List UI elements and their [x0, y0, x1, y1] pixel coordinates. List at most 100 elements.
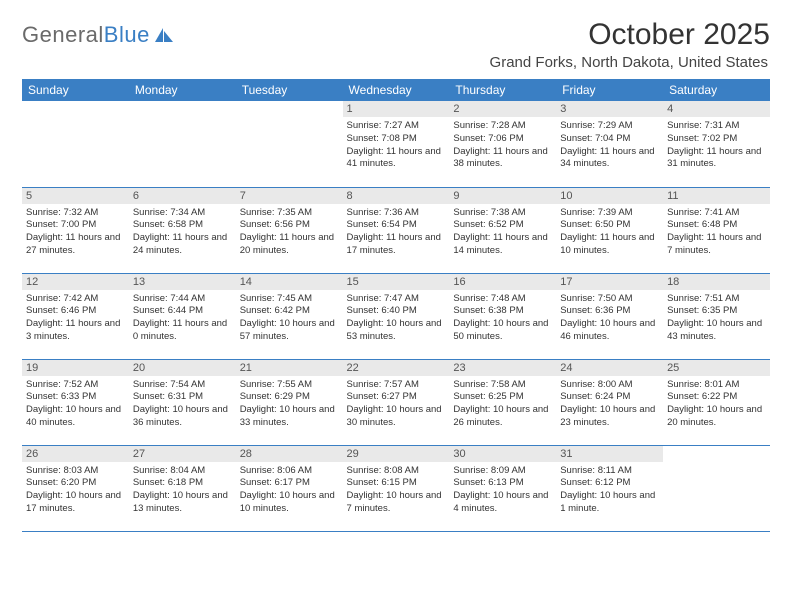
day-number: 18 [663, 274, 770, 290]
day-number: 27 [129, 446, 236, 462]
day-number: 10 [556, 188, 663, 204]
calendar-cell [129, 101, 236, 187]
calendar-cell: 10 Sunrise: 7:39 AMSunset: 6:50 PMDayligh… [556, 187, 663, 273]
day-number: 7 [236, 188, 343, 204]
logo-text-gray: General [22, 22, 104, 48]
day-number: 31 [556, 446, 663, 462]
day-details: Sunrise: 7:29 AMSunset: 7:04 PMDaylight:… [560, 120, 659, 171]
day-number: 15 [343, 274, 450, 290]
calendar-cell: 25 Sunrise: 8:01 AMSunset: 6:22 PMDayligh… [663, 359, 770, 445]
day-details: Sunrise: 7:32 AMSunset: 7:00 PMDaylight:… [26, 207, 125, 258]
day-details: Sunrise: 7:42 AMSunset: 6:46 PMDaylight:… [26, 293, 125, 344]
day-number: 9 [449, 188, 556, 204]
day-header: Thursday [449, 79, 556, 101]
calendar-cell: 26 Sunrise: 8:03 AMSunset: 6:20 PMDayligh… [22, 445, 129, 531]
calendar-body: 1 Sunrise: 7:27 AMSunset: 7:08 PMDaylight… [22, 101, 770, 531]
day-details: Sunrise: 7:54 AMSunset: 6:31 PMDaylight:… [133, 379, 232, 430]
day-details: Sunrise: 7:57 AMSunset: 6:27 PMDaylight:… [347, 379, 446, 430]
calendar-cell: 17 Sunrise: 7:50 AMSunset: 6:36 PMDayligh… [556, 273, 663, 359]
calendar-cell: 21Sunrise: 7:55 AMSunset: 6:29 PMDayligh… [236, 359, 343, 445]
day-number: 22 [343, 360, 450, 376]
day-details: Sunrise: 8:01 AMSunset: 6:22 PMDaylight:… [667, 379, 766, 430]
day-header: Saturday [663, 79, 770, 101]
calendar-cell: 4 Sunrise: 7:31 AMSunset: 7:02 PMDaylight… [663, 101, 770, 187]
calendar-cell: 18 Sunrise: 7:51 AMSunset: 6:35 PMDayligh… [663, 273, 770, 359]
calendar-cell: 30Sunrise: 8:09 AMSunset: 6:13 PMDayligh… [449, 445, 556, 531]
calendar-cell: 16Sunrise: 7:48 AMSunset: 6:38 PMDayligh… [449, 273, 556, 359]
day-details: Sunrise: 8:11 AMSunset: 6:12 PMDaylight:… [560, 465, 659, 516]
calendar-cell: 9Sunrise: 7:38 AMSunset: 6:52 PMDaylight… [449, 187, 556, 273]
day-details: Sunrise: 7:34 AMSunset: 6:58 PMDaylight:… [133, 207, 232, 258]
day-number: 4 [663, 101, 770, 117]
day-details: Sunrise: 7:41 AMSunset: 6:48 PMDaylight:… [667, 207, 766, 258]
day-number: 14 [236, 274, 343, 290]
calendar-cell [22, 101, 129, 187]
calendar-cell: 1 Sunrise: 7:27 AMSunset: 7:08 PMDaylight… [343, 101, 450, 187]
day-number: 5 [22, 188, 129, 204]
logo: GeneralBlue [22, 22, 175, 48]
day-details: Sunrise: 7:47 AMSunset: 6:40 PMDaylight:… [347, 293, 446, 344]
day-header: Sunday [22, 79, 129, 101]
day-number: 25 [663, 360, 770, 376]
calendar-cell [236, 101, 343, 187]
calendar-cell: 28Sunrise: 8:06 AMSunset: 6:17 PMDayligh… [236, 445, 343, 531]
day-details: Sunrise: 7:28 AMSunset: 7:06 PMDaylight:… [453, 120, 552, 171]
day-header: Friday [556, 79, 663, 101]
calendar-cell: 15 Sunrise: 7:47 AMSunset: 6:40 PMDayligh… [343, 273, 450, 359]
calendar-cell: 13Sunrise: 7:44 AMSunset: 6:44 PMDayligh… [129, 273, 236, 359]
day-details: Sunrise: 8:03 AMSunset: 6:20 PMDaylight:… [26, 465, 125, 516]
day-number: 23 [449, 360, 556, 376]
day-details: Sunrise: 8:09 AMSunset: 6:13 PMDaylight:… [453, 465, 552, 516]
day-header: Tuesday [236, 79, 343, 101]
calendar-week-row: 1 Sunrise: 7:27 AMSunset: 7:08 PMDaylight… [22, 101, 770, 187]
logo-sail-icon [153, 26, 175, 44]
day-details: Sunrise: 7:27 AMSunset: 7:08 PMDaylight:… [347, 120, 446, 171]
calendar-table: Sunday Monday Tuesday Wednesday Thursday… [22, 79, 770, 532]
day-number: 24 [556, 360, 663, 376]
day-number: 8 [343, 188, 450, 204]
calendar-week-row: 19Sunrise: 7:52 AMSunset: 6:33 PMDayligh… [22, 359, 770, 445]
day-number: 26 [22, 446, 129, 462]
day-details: Sunrise: 7:48 AMSunset: 6:38 PMDaylight:… [453, 293, 552, 344]
calendar-header-row: Sunday Monday Tuesday Wednesday Thursday… [22, 79, 770, 101]
day-number: 3 [556, 101, 663, 117]
calendar-cell: 2 Sunrise: 7:28 AMSunset: 7:06 PMDaylight… [449, 101, 556, 187]
day-details: Sunrise: 7:31 AMSunset: 7:02 PMDaylight:… [667, 120, 766, 171]
page-title: October 2025 [588, 18, 770, 52]
calendar-week-row: 5 Sunrise: 7:32 AMSunset: 7:00 PMDaylight… [22, 187, 770, 273]
day-details: Sunrise: 7:39 AMSunset: 6:50 PMDaylight:… [560, 207, 659, 258]
day-number: 29 [343, 446, 450, 462]
day-number: 11 [663, 188, 770, 204]
day-number: 6 [129, 188, 236, 204]
calendar-cell: 20 Sunrise: 7:54 AMSunset: 6:31 PMDayligh… [129, 359, 236, 445]
calendar-cell: 22 Sunrise: 7:57 AMSunset: 6:27 PMDayligh… [343, 359, 450, 445]
day-number: 12 [22, 274, 129, 290]
day-details: Sunrise: 7:55 AMSunset: 6:29 PMDaylight:… [240, 379, 339, 430]
calendar-cell: 19Sunrise: 7:52 AMSunset: 6:33 PMDayligh… [22, 359, 129, 445]
calendar-cell: 7 Sunrise: 7:35 AMSunset: 6:56 PMDaylight… [236, 187, 343, 273]
calendar-week-row: 12 Sunrise: 7:42 AMSunset: 6:46 PMDayligh… [22, 273, 770, 359]
calendar-cell: 3 Sunrise: 7:29 AMSunset: 7:04 PMDaylight… [556, 101, 663, 187]
calendar-cell: 8Sunrise: 7:36 AMSunset: 6:54 PMDaylight… [343, 187, 450, 273]
day-details: Sunrise: 7:58 AMSunset: 6:25 PMDaylight:… [453, 379, 552, 430]
calendar-cell: 29Sunrise: 8:08 AMSunset: 6:15 PMDayligh… [343, 445, 450, 531]
day-details: Sunrise: 7:50 AMSunset: 6:36 PMDaylight:… [560, 293, 659, 344]
calendar-cell: 6 Sunrise: 7:34 AMSunset: 6:58 PMDaylight… [129, 187, 236, 273]
day-details: Sunrise: 8:00 AMSunset: 6:24 PMDaylight:… [560, 379, 659, 430]
calendar-cell: 11 Sunrise: 7:41 AMSunset: 6:48 PMDayligh… [663, 187, 770, 273]
day-details: Sunrise: 7:51 AMSunset: 6:35 PMDaylight:… [667, 293, 766, 344]
day-number: 13 [129, 274, 236, 290]
day-details: Sunrise: 7:35 AMSunset: 6:56 PMDaylight:… [240, 207, 339, 258]
calendar-cell: 27Sunrise: 8:04 AMSunset: 6:18 PMDayligh… [129, 445, 236, 531]
day-number: 2 [449, 101, 556, 117]
day-details: Sunrise: 8:06 AMSunset: 6:17 PMDaylight:… [240, 465, 339, 516]
logo-text-blue: Blue [104, 22, 150, 48]
calendar-cell [663, 445, 770, 531]
header-top: GeneralBlue October 2025 [22, 18, 770, 52]
day-details: Sunrise: 7:45 AMSunset: 6:42 PMDaylight:… [240, 293, 339, 344]
day-number: 17 [556, 274, 663, 290]
day-number: 20 [129, 360, 236, 376]
day-number: 1 [343, 101, 450, 117]
calendar-cell: 14 Sunrise: 7:45 AMSunset: 6:42 PMDayligh… [236, 273, 343, 359]
calendar-cell: 31 Sunrise: 8:11 AMSunset: 6:12 PMDayligh… [556, 445, 663, 531]
